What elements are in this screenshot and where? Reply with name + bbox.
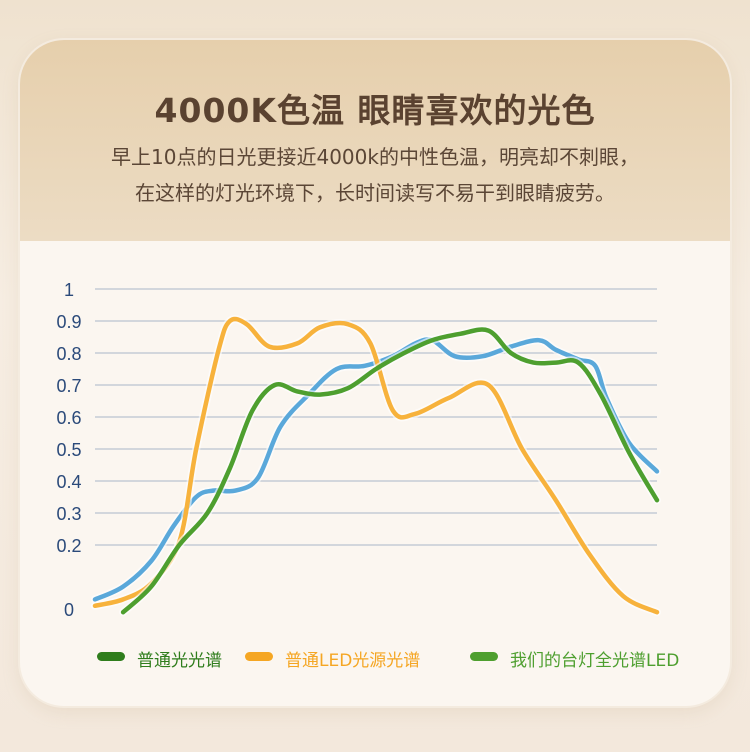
legend-swatch-daylight <box>97 652 125 661</box>
series-our-led-line-halo <box>119 325 661 617</box>
y-tick-label: 0.3 <box>56 504 81 524</box>
y-tick-label: 1 <box>64 280 74 300</box>
legend-swatch-our-led <box>470 652 498 661</box>
subtitle-line-2: 在这样的灯光环境下，长时间读写不易干到眼睛疲劳。 <box>135 181 615 205</box>
y-tick-label: 0.2 <box>56 536 81 556</box>
series-daylight-line-halo <box>91 335 661 604</box>
y-tick-label: 0.6 <box>56 408 81 428</box>
y-tick-label: 0 <box>64 600 74 620</box>
chart-grid <box>95 288 657 546</box>
y-tick-label: 0.7 <box>56 376 81 396</box>
legend-label-daylight: 普通光光谱 <box>137 651 222 671</box>
subtitle-line-1: 早上10点的日光更接近4000k的中性色温，明亮却不刺眼， <box>111 145 639 169</box>
series-normal-led-line <box>92 316 660 615</box>
y-tick-label: 0.9 <box>56 312 81 332</box>
y-tick-label: 0.4 <box>56 472 81 492</box>
legend-label-our-led: 我们的台灯全光谱LED <box>510 651 680 671</box>
series-daylight-line <box>92 337 660 602</box>
y-tick-label: 0.8 <box>56 344 81 364</box>
legend-swatch-normal-led <box>245 652 273 661</box>
chart-series <box>91 314 661 617</box>
page-title: 4000K色温 眼睛喜欢的光色 <box>154 91 596 130</box>
y-tick-labels: 1 0.9 0.8 0.7 0.6 0.5 0.4 0.3 0.2 0 <box>56 280 81 620</box>
legend-label-normal-led: 普通LED光源光谱 <box>285 651 421 671</box>
card-header <box>20 40 730 241</box>
y-tick-label: 0.5 <box>56 440 81 460</box>
series-our-led-line <box>120 327 660 615</box>
